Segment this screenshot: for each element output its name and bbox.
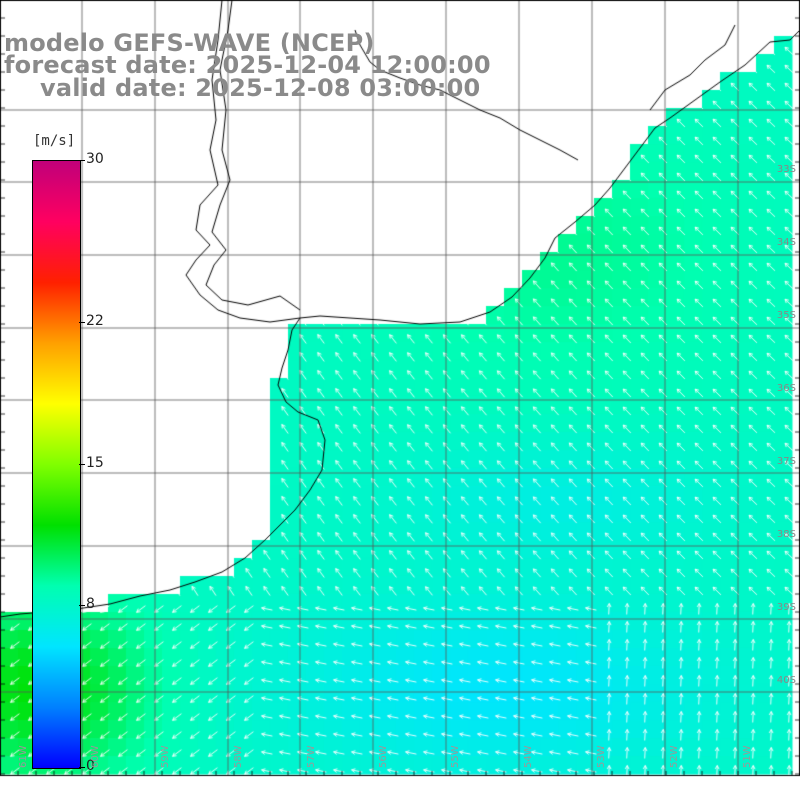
valid-date: valid date: 2025-12-08 03:00:00 — [40, 74, 481, 102]
colorbar-tick-mark — [79, 160, 85, 161]
lat-label: 34S — [776, 237, 796, 248]
lat-label: 37S — [776, 456, 796, 467]
lon-label: 58W — [233, 745, 244, 768]
lon-label: 55W — [450, 745, 461, 768]
lat-label: 39S — [776, 602, 796, 613]
colorbar-tick-mark — [79, 321, 85, 323]
lon-label: 57W — [306, 745, 317, 768]
lat-label: 35S — [776, 310, 796, 321]
forecast-date: forecast date: 2025-12-04 12:00:00 — [4, 51, 491, 79]
lat-label: 38S — [776, 529, 796, 540]
colorbar-tick-label: 8 — [86, 596, 95, 613]
colorbar-units: [m/s] — [33, 133, 76, 149]
lat-label: 33S — [776, 164, 796, 175]
colorbar — [32, 160, 81, 769]
lon-label: 51W — [742, 745, 753, 768]
lon-label: 56W — [378, 745, 389, 768]
colorbar-tick-mark — [79, 767, 85, 768]
lon-label: 60W — [90, 745, 101, 768]
lon-label: 53W — [596, 745, 607, 768]
colorbar-tick-mark — [79, 463, 85, 465]
lon-label: 52W — [669, 745, 680, 768]
colorbar-tick-label: 22 — [86, 312, 104, 329]
lat-label: 40S — [776, 675, 796, 686]
lon-label: 54W — [523, 745, 534, 768]
colorbar-tick-label: 0 — [86, 758, 95, 774]
colorbar-tick-mark — [79, 605, 85, 607]
model-title: modelo GEFS-WAVE (NCEP) — [4, 29, 375, 57]
lon-label: 61W — [18, 745, 29, 768]
colorbar-tick-label: 30 — [86, 151, 104, 167]
lat-label: 36S — [776, 383, 796, 394]
colorbar-tick-label: 15 — [86, 454, 104, 471]
lon-label: 59W — [160, 745, 171, 768]
